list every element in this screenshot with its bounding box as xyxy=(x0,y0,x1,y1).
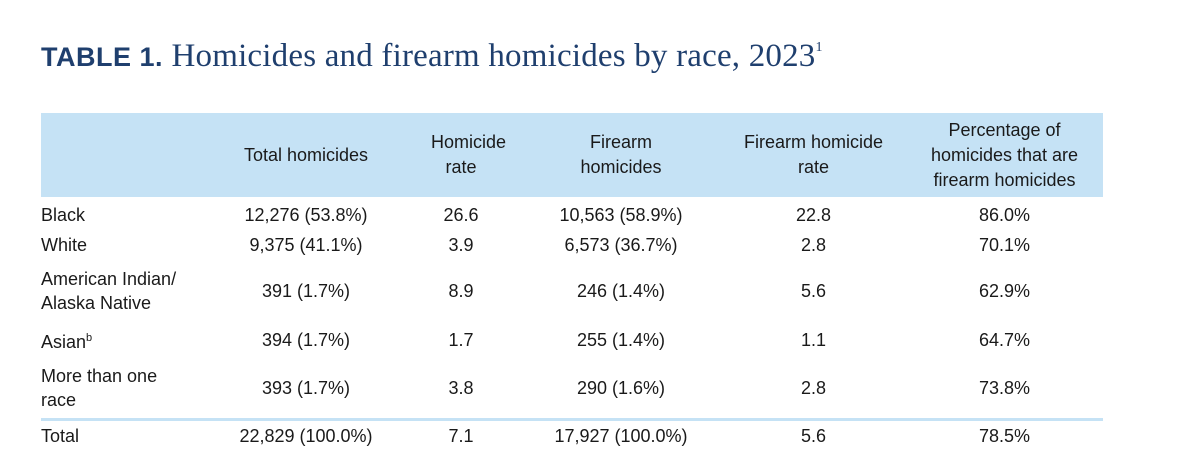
race-cell: American Indian/ Alaska Native xyxy=(41,269,177,313)
table-row: Black 12,276 (53.8%) 26.6 10,563 (58.9%)… xyxy=(41,197,1103,229)
firearm-homicides-cell: 255 (1.4%) xyxy=(576,330,666,350)
header-row: Total homicides Homicide rate Firearm ho… xyxy=(41,113,1103,197)
header-homicide-rate: Homicide rate xyxy=(431,132,507,177)
firearm-homicides-cell: 6,573 (36.7%) xyxy=(564,235,678,255)
firearm-rate-cell: 22.8 xyxy=(795,205,832,225)
firearm-rate-cell: 2.8 xyxy=(800,235,827,255)
table-row: Asianb 394 (1.7%) 1.7 255 (1.4%) 1.1 64.… xyxy=(41,321,1103,359)
total-row: Total 22,829 (100.0%) 7.1 17,927 (100.0%… xyxy=(41,417,1103,451)
homicide-rate-cell: 8.9 xyxy=(448,281,474,301)
firearm-percentage-cell: 62.9% xyxy=(978,281,1031,301)
homicide-rate-cell: 26.6 xyxy=(443,205,479,225)
table-row: More than one race 393 (1.7%) 3.8 290 (1… xyxy=(41,359,1103,419)
total-homicides-cell: 22,829 (100.0%) xyxy=(211,417,401,451)
firearm-percentage-cell: 73.8% xyxy=(978,378,1031,399)
race-cell: More than one race xyxy=(41,366,158,411)
race-label: Asian xyxy=(41,332,87,352)
race-cell: White xyxy=(41,235,88,255)
total-homicides-cell: 394 (1.7%) xyxy=(261,330,351,350)
table-number: TABLE 1. xyxy=(41,42,164,72)
homicide-table: Total homicides Homicide rate Firearm ho… xyxy=(41,113,1103,451)
firearm-rate-cell: 1.1 xyxy=(800,330,827,350)
header-firearm-homicide-rate: Firearm homicide rate xyxy=(743,132,884,177)
total-homicides-cell: 9,375 (41.1%) xyxy=(249,235,363,255)
table-title-text: Homicides and firearm homicides by race,… xyxy=(171,38,816,74)
table-row: American Indian/ Alaska Native 391 (1.7%… xyxy=(41,261,1103,321)
firearm-percentage-cell: 86.0% xyxy=(978,205,1031,225)
firearm-percentage-cell: 78.5% xyxy=(906,417,1103,451)
header-firearm-percentage: Percentage of homicides that are firearm… xyxy=(930,119,1079,190)
race-cell: Total xyxy=(41,417,211,451)
header-firearm-homicides: Firearm homicides xyxy=(580,132,662,177)
homicide-rate-cell: 3.8 xyxy=(448,378,474,399)
firearm-homicides-cell: 246 (1.4%) xyxy=(576,281,666,301)
total-homicides-cell: 12,276 (53.8%) xyxy=(244,205,368,225)
homicide-rate-cell: 7.1 xyxy=(401,417,521,451)
footnote-marker: b xyxy=(86,332,93,344)
firearm-rate-cell: 2.8 xyxy=(800,378,827,399)
firearm-homicides-cell: 10,563 (58.9%) xyxy=(559,205,683,225)
race-cell: Asianb xyxy=(41,321,211,359)
firearm-percentage-cell: 70.1% xyxy=(978,235,1031,255)
table-title: TABLE 1. Homicides and firearm homicides… xyxy=(41,38,823,75)
header-total-homicides: Total homicides xyxy=(243,144,369,165)
homicide-rate-cell: 1.7 xyxy=(448,330,474,350)
firearm-rate-cell: 5.6 xyxy=(721,417,906,451)
firearm-homicides-cell: 290 (1.6%) xyxy=(576,378,666,399)
firearm-percentage-cell: 64.7% xyxy=(978,330,1031,350)
total-homicides-cell: 391 (1.7%) xyxy=(261,281,351,301)
table-row: White 9,375 (41.1%) 3.9 6,573 (36.7%) 2.… xyxy=(41,229,1103,261)
firearm-homicides-cell: 17,927 (100.0%) xyxy=(521,417,721,451)
race-cell: Black xyxy=(41,205,86,225)
firearm-rate-cell: 5.6 xyxy=(800,281,827,301)
title-footnote-marker: 1 xyxy=(815,40,823,55)
total-homicides-cell: 393 (1.7%) xyxy=(261,378,351,399)
homicide-rate-cell: 3.9 xyxy=(448,235,474,255)
header-race xyxy=(41,113,211,197)
